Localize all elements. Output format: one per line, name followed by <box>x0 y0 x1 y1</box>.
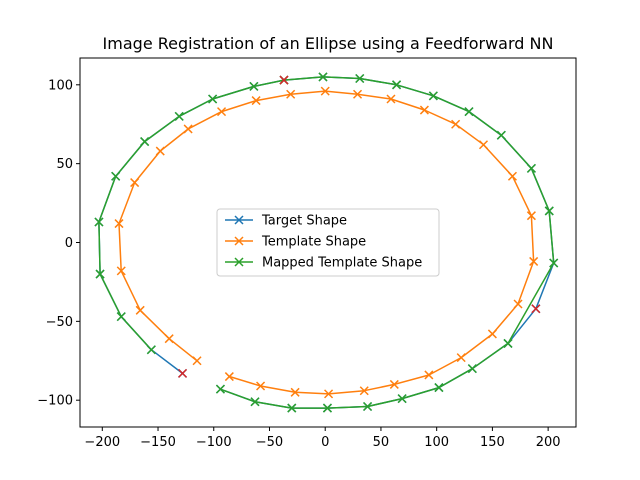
template-shape-point <box>324 389 334 399</box>
x-tick-label: −50 <box>256 435 283 450</box>
legend-entry-template-shape: Template Shape <box>225 235 366 250</box>
legend-label: Target Shape <box>261 214 347 229</box>
template-shape-point <box>424 370 434 380</box>
legend-marker <box>234 257 244 267</box>
template-shape-point <box>353 89 363 99</box>
mapped-template-shape-point <box>467 364 477 374</box>
x-tick-label: 200 <box>536 435 561 450</box>
template-shape-point <box>529 256 539 266</box>
mapped-template-shape-point <box>355 73 365 84</box>
mapped-template-shape-point <box>428 91 438 101</box>
mapped-template-shape-point <box>146 345 156 355</box>
mapped-template-shape-point <box>503 338 513 348</box>
template-shape-point <box>487 329 497 339</box>
template-shape-point <box>251 96 261 106</box>
plot-markers <box>94 72 559 413</box>
x-tick-label: −200 <box>84 435 120 450</box>
template-shape-point <box>389 379 399 389</box>
template-shape-point <box>478 140 489 150</box>
y-tick-label: 50 <box>56 157 73 172</box>
mapped-template-shape-point <box>549 258 559 268</box>
x-tick-label: 0 <box>321 435 329 450</box>
mapped-template-shape-point <box>397 394 407 404</box>
mapped-template-shape-point <box>322 403 332 413</box>
template-shape-point <box>130 178 140 188</box>
legend-entry-mapped-template-shape: Mapped Template Shape <box>225 256 422 271</box>
template-shape-point <box>451 119 461 129</box>
mapped-template-shape-point <box>208 94 218 104</box>
template-shape-point <box>217 107 227 117</box>
y-tick-label: −50 <box>46 315 73 330</box>
mapped-template-shape-point <box>249 81 259 91</box>
template-shape-point <box>116 266 126 276</box>
mapped-template-shape-point <box>392 80 402 90</box>
template-shape-point <box>290 387 300 397</box>
plot-series <box>98 76 555 409</box>
y-tick-label: 0 <box>65 236 73 251</box>
legend: Target Shape Template Shape Mapped Templat… <box>216 208 440 277</box>
y-tick-label: −100 <box>37 394 73 409</box>
mapped-template-shape-line <box>98 76 555 409</box>
template-shape-point <box>256 381 266 391</box>
template-shape-point <box>419 105 429 115</box>
template-shape-point <box>155 146 165 156</box>
template-shape-point <box>507 171 517 181</box>
mapped-template-shape-point <box>363 401 373 412</box>
legend-entry-target-shape: Target Shape <box>225 214 347 229</box>
x-tick-label: 100 <box>424 435 449 450</box>
highlight-point <box>178 368 188 378</box>
highlight-point <box>531 304 541 314</box>
mapped-template-shape-point <box>140 137 150 147</box>
y-tick-label: 100 <box>48 78 73 93</box>
x-tick-label: −100 <box>196 435 232 450</box>
mapped-template-shape-point <box>496 130 506 140</box>
x-tick-label: 150 <box>480 435 505 450</box>
legend-label: Template Shape <box>261 235 366 250</box>
x-axis: −200 −150 −100 −50 0 50 100 150 200 <box>84 427 561 450</box>
mapped-template-shape-point <box>111 171 121 181</box>
mapped-template-shape-point <box>250 397 260 407</box>
mapped-template-shape-point <box>94 217 104 227</box>
legend-label: Mapped Template Shape <box>262 256 422 271</box>
mapped-template-shape-point <box>434 383 444 393</box>
template-shape-point <box>114 219 124 229</box>
x-tick-label: 50 <box>373 435 390 450</box>
legend-box <box>216 208 440 277</box>
template-shape-point <box>135 305 145 315</box>
mapped-template-shape-point <box>174 111 184 121</box>
y-axis: −100 −50 0 50 100 <box>37 78 80 409</box>
template-shape-point <box>526 211 536 221</box>
template-shape-point <box>224 372 234 382</box>
mapped-template-shape-point <box>215 384 225 394</box>
x-tick-label: −150 <box>140 435 176 450</box>
template-shape-point <box>386 94 396 104</box>
mapped-template-shape-point <box>116 312 126 322</box>
highlight-point <box>279 75 289 85</box>
legend-marker <box>234 236 244 246</box>
mapped-template-shape-point <box>464 107 474 117</box>
legend-marker <box>234 215 244 225</box>
template-shape-point <box>183 124 193 134</box>
mapped-template-shape-point <box>287 403 297 413</box>
template-shape-point <box>320 86 330 96</box>
template-shape-point <box>513 299 523 309</box>
template-shape-line <box>118 90 535 395</box>
template-shape-point <box>192 356 202 366</box>
mapped-template-shape-point <box>318 72 328 82</box>
template-shape-point <box>359 386 369 396</box>
chart-title: Image Registration of an Ellipse using a… <box>103 34 554 53</box>
template-shape-point <box>456 353 466 363</box>
template-shape-point <box>164 334 174 344</box>
mapped-template-shape-point <box>526 163 536 173</box>
mapped-template-shape-point <box>544 206 554 216</box>
mapped-template-shape-point <box>95 269 105 279</box>
template-shape-point <box>286 89 296 99</box>
